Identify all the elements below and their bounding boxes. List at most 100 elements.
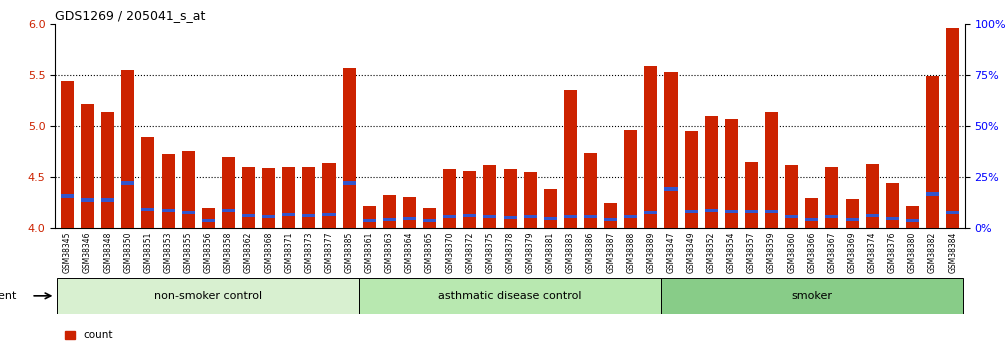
Bar <box>584 154 597 228</box>
Bar <box>947 211 960 214</box>
Text: agent: agent <box>0 291 17 301</box>
Bar <box>161 155 174 228</box>
Bar <box>564 215 577 218</box>
Bar <box>906 206 919 228</box>
Bar <box>685 131 698 228</box>
Bar <box>443 169 456 228</box>
Text: GSM38346: GSM38346 <box>83 232 92 273</box>
Bar <box>947 28 960 228</box>
Bar <box>463 214 476 217</box>
Bar <box>262 215 275 218</box>
Bar <box>725 210 738 213</box>
Bar <box>705 116 718 228</box>
Text: GSM38377: GSM38377 <box>324 232 333 273</box>
Text: GSM38374: GSM38374 <box>868 232 877 273</box>
Text: GSM38383: GSM38383 <box>566 232 575 273</box>
Bar <box>342 68 355 228</box>
Bar <box>624 215 637 218</box>
Text: GSM38366: GSM38366 <box>808 232 817 273</box>
Text: GSM38355: GSM38355 <box>183 232 192 273</box>
Bar <box>383 218 396 221</box>
Bar <box>423 208 436 228</box>
Bar <box>564 90 577 228</box>
Bar <box>866 164 879 228</box>
Text: GSM38351: GSM38351 <box>143 232 152 273</box>
Bar <box>524 215 537 218</box>
Text: GSM38368: GSM38368 <box>264 232 273 273</box>
Bar <box>765 112 778 228</box>
Bar <box>302 214 315 217</box>
Text: GSM38376: GSM38376 <box>888 232 897 273</box>
Text: GSM38360: GSM38360 <box>787 232 797 273</box>
Bar <box>544 189 557 228</box>
Text: GDS1269 / 205041_s_at: GDS1269 / 205041_s_at <box>55 9 205 22</box>
Bar <box>181 211 194 214</box>
Text: GSM38362: GSM38362 <box>244 232 253 273</box>
Bar <box>383 195 396 228</box>
Bar <box>423 219 436 223</box>
Text: GSM38379: GSM38379 <box>526 232 535 273</box>
Bar <box>705 209 718 212</box>
Bar <box>604 203 617 228</box>
Text: GSM38364: GSM38364 <box>405 232 414 273</box>
Bar <box>806 218 819 221</box>
Text: GSM38370: GSM38370 <box>445 232 454 273</box>
Bar <box>121 181 134 185</box>
Text: GSM38381: GSM38381 <box>546 232 555 273</box>
Text: GSM38347: GSM38347 <box>667 232 676 273</box>
Bar <box>403 197 416 228</box>
Bar <box>403 217 416 220</box>
Bar <box>81 104 94 228</box>
Bar <box>359 278 661 314</box>
Text: GSM38359: GSM38359 <box>767 232 776 273</box>
Text: asthmatic disease control: asthmatic disease control <box>438 291 582 301</box>
Bar <box>644 66 658 228</box>
Bar <box>463 171 476 228</box>
Text: GSM38358: GSM38358 <box>224 232 233 273</box>
Bar <box>584 215 597 218</box>
Text: GSM38367: GSM38367 <box>828 232 837 273</box>
Text: GSM38378: GSM38378 <box>506 232 515 273</box>
Bar <box>765 210 778 213</box>
Bar <box>161 209 174 212</box>
Bar <box>302 167 315 228</box>
Bar <box>181 151 194 228</box>
Text: GSM38357: GSM38357 <box>747 232 756 273</box>
Bar <box>661 278 963 314</box>
Bar <box>785 165 799 228</box>
Text: GSM38350: GSM38350 <box>123 232 132 273</box>
Bar <box>665 187 678 191</box>
Text: non-smoker control: non-smoker control <box>154 291 263 301</box>
Bar <box>866 214 879 217</box>
Text: GSM38375: GSM38375 <box>485 232 494 273</box>
Bar <box>322 213 335 216</box>
Bar <box>363 219 376 223</box>
Text: GSM38371: GSM38371 <box>284 232 293 273</box>
Bar <box>926 192 940 196</box>
Bar <box>141 137 154 228</box>
Bar <box>745 210 758 213</box>
Bar <box>483 165 496 228</box>
Bar <box>483 215 496 218</box>
Text: GSM38387: GSM38387 <box>606 232 615 273</box>
Bar <box>282 213 295 216</box>
Text: GSM38380: GSM38380 <box>908 232 917 273</box>
Text: GSM38388: GSM38388 <box>626 232 635 273</box>
Text: GSM38386: GSM38386 <box>586 232 595 273</box>
Text: GSM38348: GSM38348 <box>103 232 112 273</box>
Bar <box>906 219 919 223</box>
Bar <box>846 199 859 228</box>
Bar <box>685 210 698 213</box>
Text: GSM38352: GSM38352 <box>707 232 716 273</box>
Bar <box>81 198 94 202</box>
Bar <box>644 211 658 214</box>
Text: GSM38365: GSM38365 <box>425 232 434 273</box>
Legend: count, percentile rank within the sample: count, percentile rank within the sample <box>60 326 264 345</box>
Bar <box>826 215 839 218</box>
Bar <box>544 217 557 220</box>
Bar <box>725 119 738 228</box>
Bar <box>604 218 617 221</box>
Bar <box>201 219 214 223</box>
Text: smoker: smoker <box>792 291 833 301</box>
Text: GSM38356: GSM38356 <box>203 232 212 273</box>
